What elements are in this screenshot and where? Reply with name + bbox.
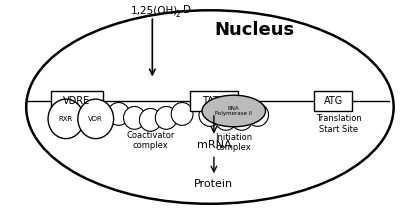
Text: Initiation
complex: Initiation complex <box>215 133 252 152</box>
Text: mRNA: mRNA <box>196 140 231 150</box>
Text: 2: 2 <box>175 10 180 19</box>
Text: VDR: VDR <box>88 116 103 122</box>
Text: 1,25(OH): 1,25(OH) <box>130 5 178 15</box>
Ellipse shape <box>140 108 161 131</box>
Ellipse shape <box>215 108 237 130</box>
Text: Protein: Protein <box>194 179 234 189</box>
Text: TATA: TATA <box>202 96 225 106</box>
FancyBboxPatch shape <box>51 91 103 111</box>
Ellipse shape <box>202 95 266 127</box>
Text: Nucleus: Nucleus <box>214 21 295 39</box>
Ellipse shape <box>48 99 84 139</box>
Ellipse shape <box>247 104 268 126</box>
Ellipse shape <box>155 106 177 129</box>
FancyBboxPatch shape <box>314 91 352 111</box>
Text: Translation
Start Site: Translation Start Site <box>316 114 362 134</box>
Text: Coactivator
complex: Coactivator complex <box>126 131 174 150</box>
Text: ATG: ATG <box>324 96 343 106</box>
Text: RXR: RXR <box>59 116 73 122</box>
Ellipse shape <box>171 102 193 125</box>
Ellipse shape <box>78 99 114 139</box>
Ellipse shape <box>231 108 253 130</box>
Text: D: D <box>183 5 191 15</box>
Ellipse shape <box>124 106 145 129</box>
Ellipse shape <box>199 104 221 126</box>
FancyBboxPatch shape <box>190 91 238 111</box>
Text: VDRE: VDRE <box>63 96 90 106</box>
Text: RNA
Polymerase II: RNA Polymerase II <box>215 106 252 116</box>
Ellipse shape <box>108 102 130 125</box>
